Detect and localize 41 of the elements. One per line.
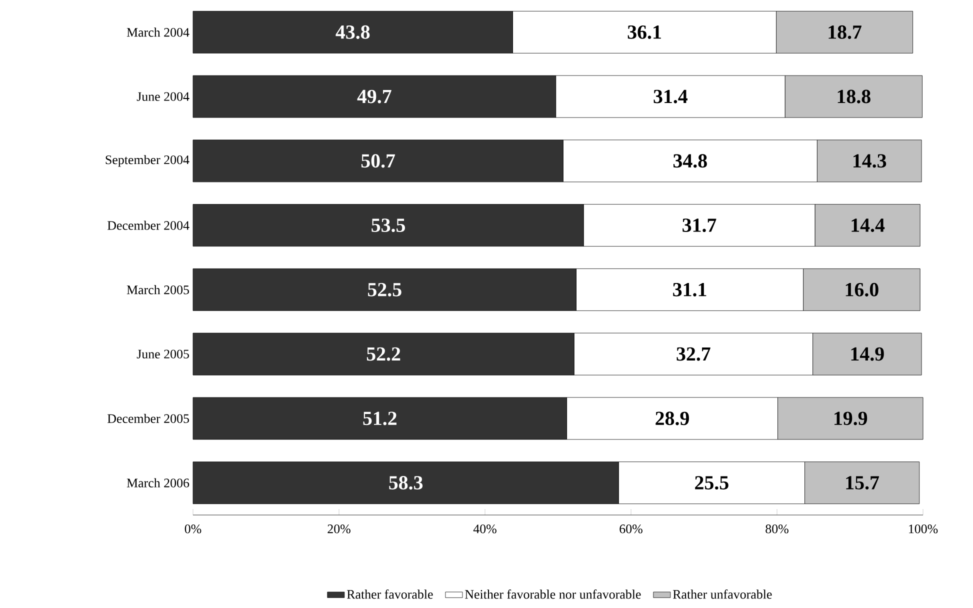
y-tick-label: March 2004 [126, 28, 190, 37]
data-label: 31.7 [682, 218, 716, 232]
data-label: 36.1 [628, 25, 661, 39]
data-label: 53.5 [372, 218, 405, 232]
data-label: 19.9 [834, 412, 868, 426]
data-label: 31.4 [654, 90, 688, 104]
y-tick-label: December 2004 [108, 220, 190, 230]
x-tick-label: 20% [328, 524, 350, 534]
data-label: 25.5 [695, 476, 728, 490]
data-label: 18.8 [838, 90, 870, 104]
x-tick-label: 80% [766, 524, 788, 534]
y-tick-label: September 2004 [106, 155, 190, 167]
data-label: 34.8 [673, 154, 707, 168]
data-label: 15.7 [846, 476, 879, 490]
data-label: 16.0 [846, 282, 878, 296]
x-tick-label: 100% [909, 524, 938, 534]
data-label: 32.7 [676, 347, 710, 361]
legend-label: Neither favorable nor unfavorable [465, 590, 641, 599]
data-label: 52.2 [366, 347, 400, 361]
x-tick-label: 60% [620, 524, 642, 534]
data-label: 28.9 [656, 412, 689, 426]
y-tick-label: December 2005 [108, 414, 189, 423]
data-label: 52.5 [368, 282, 402, 296]
data-label: 14.3 [854, 154, 886, 168]
y-tick-label: June 2004 [136, 92, 190, 101]
y-tick-label: June 2005 [136, 350, 189, 358]
data-label: 49.7 [357, 90, 392, 104]
data-label: 18.7 [828, 25, 862, 39]
x-tick-label: 0% [184, 524, 202, 534]
legend-label: Rather unfavorable [672, 590, 772, 599]
y-tick-label: March 2006 [126, 478, 190, 488]
data-label: 50.7 [361, 154, 395, 168]
y-tick-label: March 2005 [126, 285, 189, 294]
data-label: 14.4 [852, 218, 885, 232]
legend-label: Rather favorable [346, 590, 433, 599]
data-label: 14.9 [851, 347, 884, 361]
x-tick-label: 40% [473, 524, 496, 534]
data-label: 43.8 [336, 25, 370, 39]
data-label: 51.2 [363, 412, 396, 426]
data-label: 58.3 [389, 476, 423, 490]
data-label: 31.1 [673, 282, 706, 296]
